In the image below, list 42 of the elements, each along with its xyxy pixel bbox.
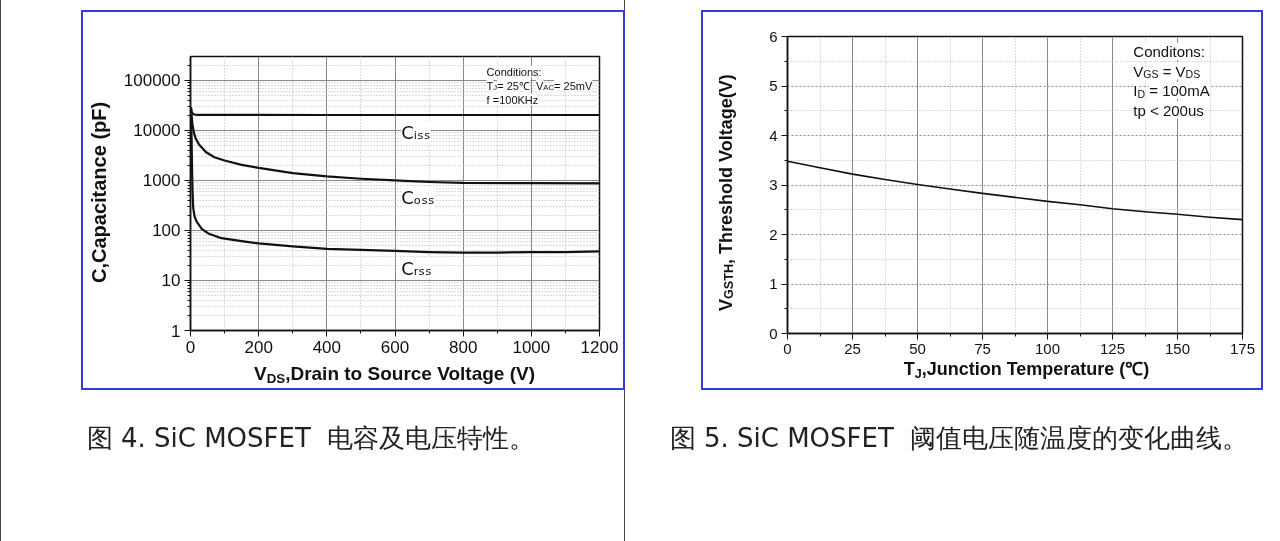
x-tick-label: 600 xyxy=(380,337,410,357)
y-tick-label: 100 xyxy=(152,221,181,241)
y-axis-title: C,Capacitance (pF) xyxy=(87,100,111,286)
y-tick-label: 1 xyxy=(769,275,778,292)
caption: 图 5. SiC MOSFET 阈值电压随温度的变化曲线。 xyxy=(668,422,1250,455)
x-tick-label: 200 xyxy=(244,337,273,357)
x-tick-label: 175 xyxy=(1229,339,1256,357)
annotation: Conditions: xyxy=(486,65,542,78)
x-tick-label: 800 xyxy=(448,337,478,357)
annotation: f =100KHz xyxy=(486,93,539,106)
x-tick-label: 75 xyxy=(974,339,991,357)
annotation: Conditons: xyxy=(1133,43,1206,60)
y-tick-label: 10000 xyxy=(133,121,181,141)
series-label: Cₒₛₛ xyxy=(401,187,435,209)
y-tick-label: 10 xyxy=(161,271,181,291)
annotation: ID = 100mA xyxy=(1133,82,1210,100)
series-label: Cᵣₛₛ xyxy=(401,257,432,279)
y-tick-label: 2 xyxy=(769,225,778,243)
x-tick-label: 150 xyxy=(1164,339,1191,357)
y-tick-label: 4 xyxy=(769,126,778,144)
x-tick-label: 0 xyxy=(783,339,792,357)
y-tick-label: 1000 xyxy=(142,171,181,191)
y-tick-label: 1 xyxy=(171,321,181,341)
y-tick-label: 3 xyxy=(769,176,778,193)
annotation: tp < 200us xyxy=(1133,101,1204,119)
y-tick-label: 6 xyxy=(769,27,778,45)
x-axis-title: T$_{J}$,Junction Temperature (℃) xyxy=(902,359,1151,382)
caption: 图 4. SiC MOSFET 电容及电压特性。 xyxy=(85,422,537,455)
x-tick-label: 50 xyxy=(909,339,926,357)
y-tick-label: 0 xyxy=(769,324,778,342)
x-tick-label: 1200 xyxy=(580,337,619,357)
x-tick-label: 100 xyxy=(1034,339,1061,357)
y-tick-label: 100000 xyxy=(123,71,181,91)
y-tick-label: 5 xyxy=(769,77,778,94)
x-tick-label: 0 xyxy=(185,337,196,357)
x-tick-label: 25 xyxy=(844,339,861,357)
x-tick-label: 1000 xyxy=(512,337,551,357)
x-tick-label: 125 xyxy=(1099,339,1126,357)
x-axis-title: V$_{DS}$,Drain to Source Voltage (V) xyxy=(253,362,536,387)
annotation: VGS = VDS xyxy=(1133,62,1201,80)
x-tick-label: 400 xyxy=(312,337,342,357)
series-label: Cᵢₛₛ xyxy=(401,121,431,143)
